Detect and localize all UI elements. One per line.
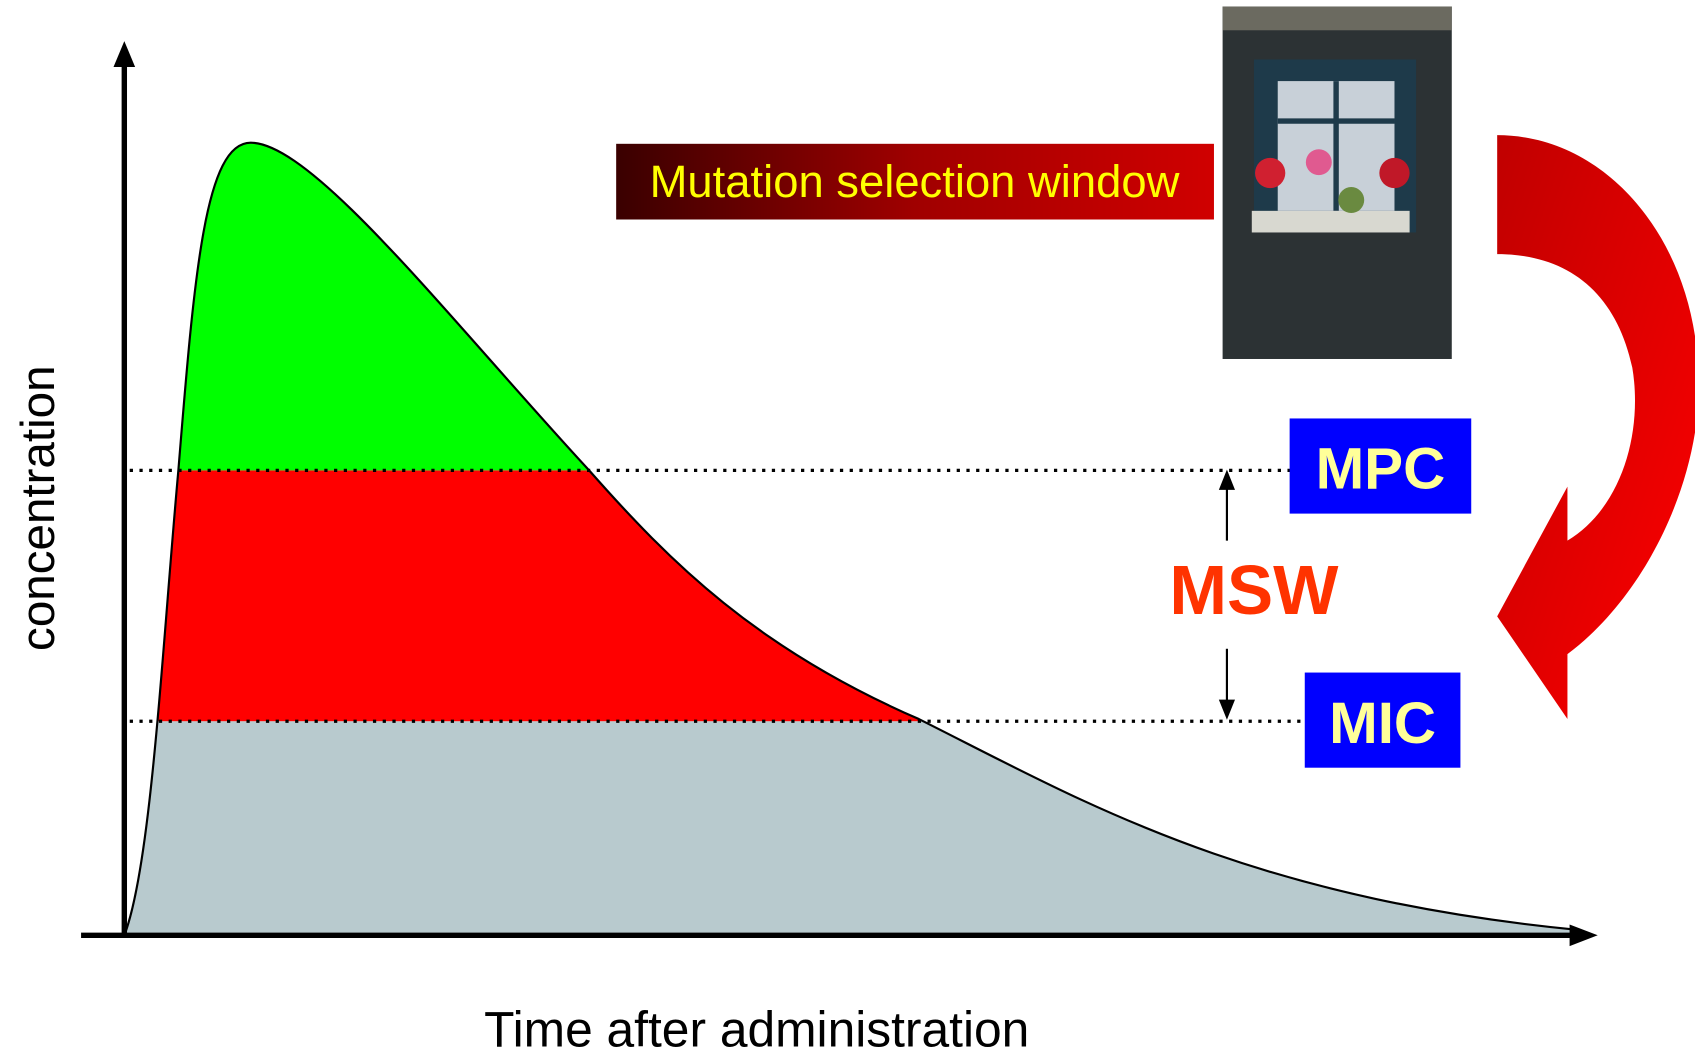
mic-box [1304, 672, 1461, 768]
curved-arrow [1497, 135, 1695, 720]
banner-text: Mutation selection window [650, 156, 1180, 207]
banner [616, 143, 1214, 220]
msw-arrows [1218, 469, 1236, 720]
msw-label: MSW [1169, 551, 1339, 629]
mpc-box [1289, 418, 1472, 514]
window-photo [1222, 6, 1452, 359]
y-axis-label: concentration [12, 365, 65, 651]
x-axis-label: Time after administration [484, 1002, 1029, 1051]
curve [123, 141, 1579, 936]
mpc-label: MPC [1316, 437, 1446, 502]
x-arrow [1569, 924, 1598, 947]
mic-label: MIC [1329, 691, 1436, 756]
y-arrow [113, 41, 136, 68]
